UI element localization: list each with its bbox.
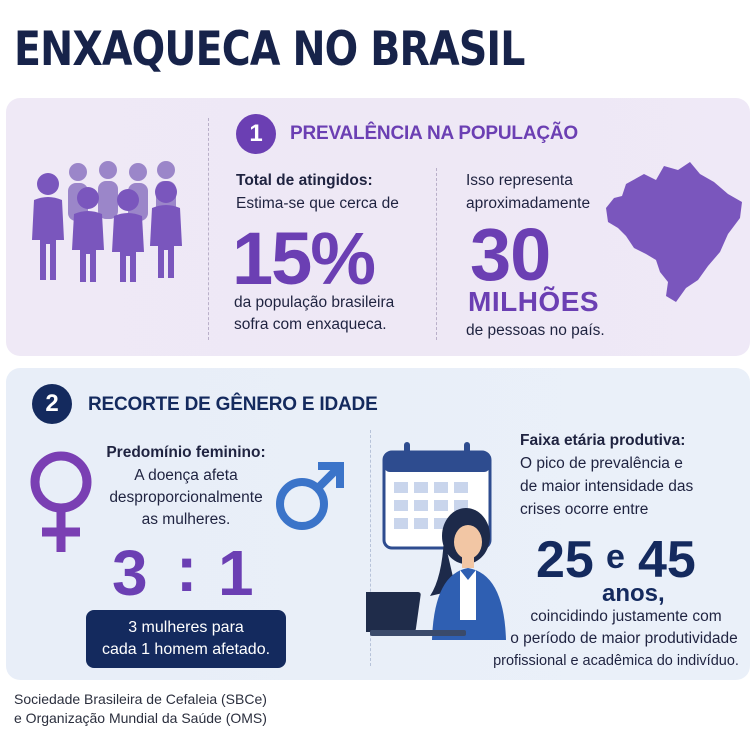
total-line3: sofra com enxaqueca. xyxy=(234,316,387,333)
brazil-map-icon xyxy=(606,162,742,302)
section2-title: RECORTE DE GÊNERO E IDADE xyxy=(88,394,378,415)
source-line2: e Organização Mundial da Saúde (OMS) xyxy=(14,710,267,726)
represents-line3: de pessoas no país. xyxy=(466,322,605,339)
age-from: 25 xyxy=(536,531,594,589)
millions-unit: MILHÕES xyxy=(468,286,600,317)
age-unit: anos, xyxy=(602,580,665,607)
age-line2: de maior intensidade das xyxy=(520,478,694,495)
total-heading: Total de atingidos: xyxy=(236,172,373,189)
male-symbol-icon xyxy=(276,462,344,530)
prevalence-percent: 15% xyxy=(232,217,376,300)
millions-value: 30 xyxy=(470,213,551,296)
age-line5: o período de maior produtividade xyxy=(510,630,738,647)
female-symbol-icon xyxy=(30,451,92,552)
female-heading: Predomínio feminino: xyxy=(106,444,266,461)
divider xyxy=(436,168,437,340)
represents-line1: Isso representa xyxy=(466,172,573,189)
age-line3: crises ocorre entre xyxy=(520,501,649,518)
age-heading: Faixa etária produtiva: xyxy=(520,432,686,449)
total-line2: da população brasileira xyxy=(234,294,395,311)
source-credit: Sociedade Brasileira de Cefaleia (SBCe) … xyxy=(14,690,267,728)
divider xyxy=(208,118,209,340)
page-title: ENXAQUECA NO BRASIL xyxy=(14,22,525,77)
female-line1: A doença afeta xyxy=(134,467,238,484)
age-line1: O pico de prevalência e xyxy=(520,455,683,472)
female-line3: as mulheres. xyxy=(141,511,231,528)
woman-laptop-icon xyxy=(366,508,506,640)
female-line2: desproporcionalmente xyxy=(109,489,263,506)
represents-line2: aproximadamente xyxy=(466,195,591,212)
age-line6: profissional e acadêmica do indivíduo. xyxy=(493,653,739,669)
total-line1: Estima-se que cerca de xyxy=(236,195,399,212)
people-group-icon xyxy=(32,161,182,282)
ratio-caption-line1: 3 mulheres para xyxy=(128,619,244,636)
divider xyxy=(370,430,371,666)
age-line4: coincidindo justamente com xyxy=(530,608,722,625)
age-to: 45 xyxy=(638,531,696,589)
section1-title: PREVALÊNCIA NA POPULAÇÃO xyxy=(290,123,578,144)
ratio-separator: : xyxy=(176,533,198,605)
ratio-left: 3 xyxy=(112,537,148,609)
age-join: e xyxy=(606,538,625,576)
section2-number: 2 xyxy=(32,384,72,424)
ratio-caption-box: 3 mulheres para cada 1 homem afetado. xyxy=(86,610,286,668)
ratio-caption-line2: cada 1 homem afetado. xyxy=(101,641,271,658)
section1-number: 1 xyxy=(236,114,276,154)
source-line1: Sociedade Brasileira de Cefaleia (SBCe) xyxy=(14,691,267,707)
ratio-right: 1 xyxy=(218,537,254,609)
